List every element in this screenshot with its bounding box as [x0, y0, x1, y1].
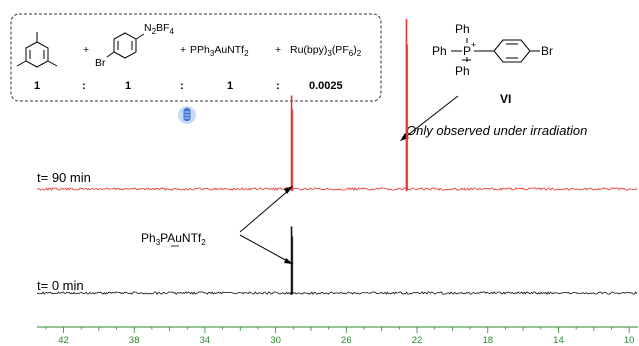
ratio-colon-1: :	[82, 80, 86, 92]
diazonium-group: N2BF4	[144, 22, 174, 36]
structure-vi: Ph Ph P + Ph Br VI	[432, 22, 553, 106]
x-tick-label: 10	[624, 335, 635, 346]
mesitylene-structure	[16, 32, 58, 68]
gold-reagent: PPh3AuNTf2	[190, 44, 249, 58]
ru-photocatalyst: Ru(bpy)3(PF6)2	[290, 44, 362, 58]
x-tick-label: 42	[58, 335, 69, 346]
trace-90-min	[36, 186, 638, 192]
gold-callout-label: Ph3PAuNTf2	[141, 231, 206, 247]
ratio-mesitylene: 1	[34, 80, 40, 92]
reaction-scheme: + N2BF4 Br + PPh3AuNTf2 + Ru(bpy)3(PF6)2…	[10, 13, 382, 102]
irradiation-note: Only observed under irradiation	[406, 123, 587, 138]
vi-compound-label: VI	[500, 92, 511, 106]
plus-sign-2: +	[180, 44, 186, 56]
x-tick-label: 18	[482, 335, 493, 346]
ratio-ruthenium: 0.0025	[309, 80, 343, 92]
vi-arrow	[400, 95, 459, 141]
gold-callout-arrows	[239, 186, 293, 264]
plus-sign-1: +	[83, 44, 89, 56]
vi-bromo: Br	[541, 44, 553, 58]
spectrum-traces	[36, 186, 638, 295]
x-tick-label: 38	[129, 335, 140, 346]
diazonium-bromo: Br	[95, 57, 106, 69]
ratio-gold: 1	[227, 80, 233, 92]
trace-label-90-min: t= 90 min	[37, 170, 91, 185]
x-tick-label: 34	[200, 335, 211, 346]
vi-phosphorus: P	[463, 44, 471, 58]
peak-markers	[290, 19, 409, 295]
x-axis: 42 38 34 30 26 22 18 14 10	[37, 326, 638, 346]
trace-0-min	[36, 291, 638, 295]
ratio-colon-3: :	[276, 80, 280, 92]
x-tick-label: 26	[341, 335, 352, 346]
ratio-diazonium: 1	[125, 80, 131, 92]
x-tick-label: 22	[412, 335, 423, 346]
trace-label-0-min: t= 0 min	[37, 278, 84, 293]
x-tick-label: 14	[553, 335, 564, 346]
diazonium-structure	[106, 32, 145, 59]
ratio-colon-2: :	[180, 80, 184, 92]
plus-sign-3: +	[275, 44, 281, 56]
x-tick-label: 30	[270, 335, 281, 346]
vi-ph-left: Ph	[432, 44, 447, 58]
light-bulb-icon	[178, 106, 196, 124]
vi-ph-bottom: Ph	[455, 64, 470, 78]
vi-charge: +	[471, 40, 476, 50]
vi-ph-top: Ph	[455, 22, 470, 36]
scheme-box	[10, 13, 382, 102]
